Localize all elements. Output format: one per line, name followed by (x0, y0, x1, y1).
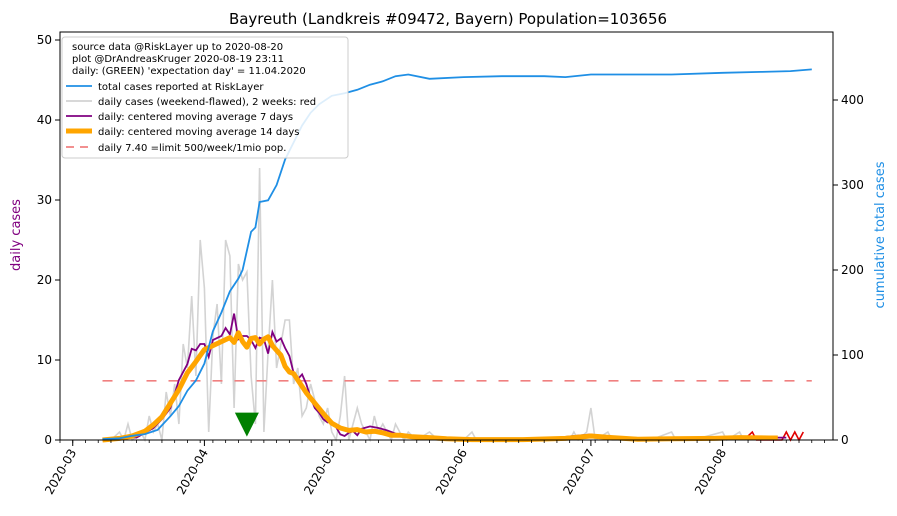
x-tick-label: 2020-08 (692, 447, 729, 497)
series-ma14 (102, 330, 778, 443)
legend-label-daily-raw: daily cases (weekend-flawed), 2 weeks: r… (98, 97, 316, 108)
legend-source-text: source data @RiskLayer up to 2020-08-20 (72, 42, 283, 53)
expectation-day-marker (234, 412, 259, 437)
y-right-tick-label: 300 (841, 178, 864, 192)
y-axis-right-label: cumulative total cases (873, 161, 888, 308)
y-axis-left-label: daily cases (9, 199, 24, 271)
legend-box (61, 36, 349, 159)
legend-label-ma7: daily: centered moving average 7 days (98, 112, 293, 123)
legend-plot-text: plot @DrAndreasKruger 2020-08-19 23:11 (72, 54, 284, 65)
legend-label-limit: daily 7.40 =limit 500/week/1mio pop. (98, 143, 286, 154)
x-tick-label: 2020-07 (560, 447, 597, 497)
y-right-tick-label: 400 (841, 93, 864, 107)
legend: source data @RiskLayer up to 2020-08-20 … (61, 36, 349, 159)
legend-expectation-text: daily: (GREEN) 'expectation day' = 11.04… (72, 66, 306, 77)
y-left-tick-label: 50 (37, 33, 52, 47)
legend-label-ma14: daily: centered moving average 14 days (98, 127, 299, 138)
y-right-tick-label: 0 (841, 433, 849, 447)
chart-title: Bayreuth (Landkreis #09472, Bayern) Popu… (229, 10, 667, 28)
legend-label-cumulative: total cases reported at RiskLayer (98, 82, 264, 93)
y-right-tick-label: 200 (841, 263, 864, 277)
y-left-tick-label: 30 (37, 193, 52, 207)
y-left-tick-label: 40 (37, 113, 52, 127)
plot-frame (59, 31, 834, 441)
x-tick-label: 2020-04 (174, 447, 211, 497)
x-tick-label: 2020-03 (42, 447, 79, 497)
y-left-tick-label: 0 (44, 433, 52, 447)
y-right-tick-label: 100 (841, 348, 864, 362)
x-tick-label: 2020-05 (301, 447, 338, 497)
x-tick-label: 2020-06 (433, 447, 470, 497)
series-daily-raw (102, 167, 745, 443)
y-left-tick-label: 10 (37, 353, 52, 367)
y-left-tick-label: 20 (37, 273, 52, 287)
